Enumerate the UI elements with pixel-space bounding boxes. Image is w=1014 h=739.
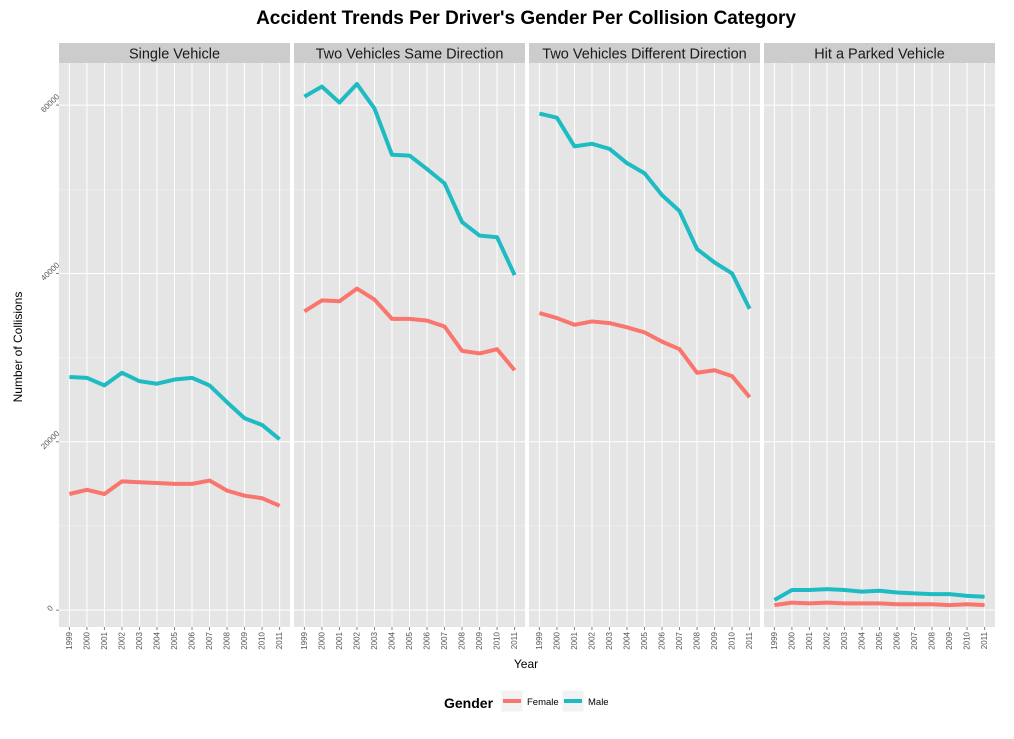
- x-tick-label: 2004: [387, 631, 396, 649]
- x-tick-label: 2005: [405, 631, 414, 649]
- facet-strip-label: Two Vehicles Different Direction: [542, 47, 746, 63]
- facet-two-vehicles-different-direction: Two Vehicles Different Direction 1999 2000…: [529, 43, 760, 650]
- x-tick-label: 2003: [605, 631, 614, 649]
- x-tick-label: 2006: [893, 631, 902, 649]
- x-tick-label: 2002: [587, 631, 596, 649]
- x-tick-label: 2010: [963, 631, 972, 649]
- x-tick-label: 2000: [787, 631, 796, 649]
- x-tick-label: 2004: [622, 631, 631, 649]
- facet-hit-a-parked-vehicle: Hit a Parked Vehicle 1999 2000 2001 2002 2003…: [764, 43, 995, 650]
- x-tick-label: 2009: [945, 631, 954, 649]
- x-tick-label: 2001: [570, 631, 579, 649]
- x-tick-label: 2001: [335, 631, 344, 649]
- x-tick-label: 2009: [240, 631, 249, 649]
- x-axis-label: Year: [514, 657, 538, 671]
- legend-title: Gender: [444, 695, 494, 711]
- x-tick-label: 2006: [658, 631, 667, 649]
- x-tick-label: 2009: [475, 631, 484, 649]
- x-tick-label: 2007: [910, 631, 919, 649]
- x-tick-label: 2003: [370, 631, 379, 649]
- x-tick-label: 2008: [458, 631, 467, 649]
- series-line-female: [303, 286, 517, 372]
- x-tick-label: 2009: [710, 631, 719, 649]
- x-tick-label: 2007: [205, 631, 214, 649]
- x-tick-label: 2000: [552, 631, 561, 649]
- facet-two-vehicles-same-direction: Two Vehicles Same Direction 1999 2000 2001 2…: [294, 43, 525, 650]
- series-line-male: [303, 82, 517, 276]
- x-tick-label: 2008: [223, 631, 232, 649]
- x-tick-label: 2002: [352, 631, 361, 649]
- x-tick-label: 2006: [188, 631, 197, 649]
- y-axis: 0 20000 40000 60000: [39, 92, 61, 613]
- x-tick-label: 2011: [745, 631, 754, 649]
- facet-strip: [764, 43, 995, 63]
- x-tick-label: 2005: [170, 631, 179, 649]
- x-tick-label: 2010: [728, 631, 737, 649]
- series-line-female: [68, 478, 281, 508]
- x-tick-label: 2000: [317, 631, 326, 649]
- series-line-male: [773, 587, 985, 602]
- chart-title: Accident Trends Per Driver's Gender Per …: [256, 8, 796, 29]
- x-tick-label: 2003: [840, 631, 849, 649]
- x-tick-label: 2001: [805, 631, 814, 649]
- x-tick-label: 2002: [117, 631, 126, 649]
- x-tick-label: 2008: [693, 631, 702, 649]
- x-tick-label: 2008: [928, 631, 937, 649]
- x-tick-label: 2011: [980, 631, 989, 649]
- x-tick-label: 2011: [510, 631, 519, 649]
- x-tick-label: 2007: [675, 631, 684, 649]
- series-line-female: [538, 311, 752, 399]
- x-tick-label: 2005: [640, 631, 649, 649]
- series-line-male: [69, 370, 281, 441]
- x-tick-label: 1999: [535, 631, 544, 649]
- y-axis-label: Number of Collisions: [11, 292, 25, 403]
- x-tick-label: 2004: [152, 631, 161, 649]
- facet-strip-label: Single Vehicle: [129, 47, 220, 63]
- x-tick-label: 2007: [440, 631, 449, 649]
- facet-strip-label: Hit a Parked Vehicle: [814, 47, 945, 63]
- series-line-female: [774, 600, 985, 608]
- x-tick-label: 2004: [857, 631, 866, 649]
- y-tick-label: 60000: [39, 92, 61, 114]
- x-tick-label: 1999: [65, 631, 74, 649]
- x-tick-label: 2000: [82, 631, 91, 649]
- facet-strip: [59, 43, 290, 63]
- x-tick-label: 2010: [258, 631, 267, 649]
- facet-strip-label: Two Vehicles Same Direction: [316, 47, 504, 63]
- facet-strip: [529, 43, 760, 63]
- y-tick-label: 40000: [39, 260, 61, 282]
- series-line-male: [538, 111, 752, 310]
- facet-single-vehicle: Single Vehicle 1999 2000 2001 2002 2003 2004 20…: [59, 43, 290, 650]
- y-tick-label: 0: [45, 603, 55, 613]
- x-tick-label: 1999: [770, 631, 779, 649]
- legend-label-male: Male: [588, 697, 609, 708]
- x-tick-label: 2006: [423, 631, 432, 649]
- x-tick-label: 2002: [822, 631, 831, 649]
- x-tick-label: 2011: [275, 631, 284, 649]
- x-tick-label: 1999: [300, 631, 309, 649]
- facet-strip: [294, 43, 525, 63]
- facets-group: Single Vehicle 1999 2000 2001 2002 2003 2004 20…: [39, 43, 995, 650]
- x-tick-label: 2001: [100, 631, 109, 649]
- x-tick-label: 2005: [875, 631, 884, 649]
- y-tick-label: 20000: [39, 429, 61, 451]
- x-tick-label: 2010: [493, 631, 502, 649]
- legend-label-female: Female: [527, 697, 559, 708]
- legend: Gender Female Male: [444, 689, 609, 713]
- x-tick-label: 2003: [135, 631, 144, 649]
